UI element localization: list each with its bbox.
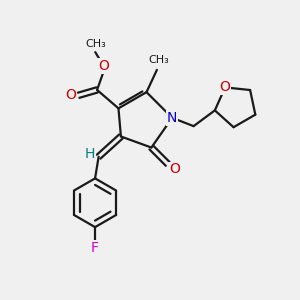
Text: O: O [220,80,230,94]
Text: O: O [169,162,180,176]
Text: O: O [98,59,109,73]
Text: CH₃: CH₃ [148,55,169,65]
Text: N: N [167,111,177,125]
Text: CH₃: CH₃ [85,39,106,49]
Text: F: F [91,241,99,255]
Text: O: O [65,88,76,102]
Text: H: H [85,147,95,161]
